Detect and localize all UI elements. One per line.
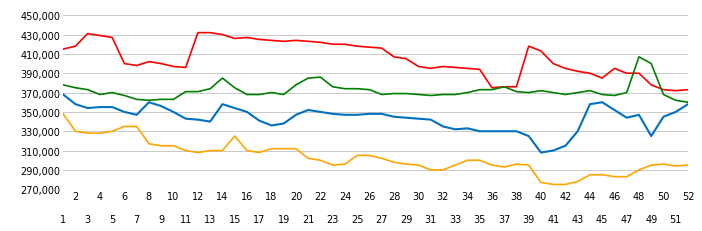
Text: 37: 37 [498,214,510,224]
Text: 49: 49 [645,214,657,224]
Text: 19: 19 [277,214,290,224]
Text: 27: 27 [376,214,388,224]
Text: 13: 13 [204,214,216,224]
Text: 45: 45 [596,214,609,224]
Text: 21: 21 [302,214,314,224]
Text: 3: 3 [85,214,91,224]
Text: 25: 25 [351,214,364,224]
Text: 35: 35 [474,214,486,224]
Text: 43: 43 [571,214,584,224]
Text: 1: 1 [60,214,66,224]
Text: 51: 51 [670,214,682,224]
Text: 9: 9 [158,214,164,224]
Text: 33: 33 [449,214,461,224]
Text: 47: 47 [621,214,633,224]
Text: 29: 29 [400,214,412,224]
Text: 11: 11 [180,214,192,224]
Text: 15: 15 [228,214,241,224]
Text: 41: 41 [547,214,559,224]
Text: 31: 31 [425,214,437,224]
Text: 23: 23 [326,214,339,224]
Text: 7: 7 [133,214,140,224]
Text: 17: 17 [253,214,265,224]
Text: 5: 5 [109,214,115,224]
Text: 39: 39 [522,214,535,224]
